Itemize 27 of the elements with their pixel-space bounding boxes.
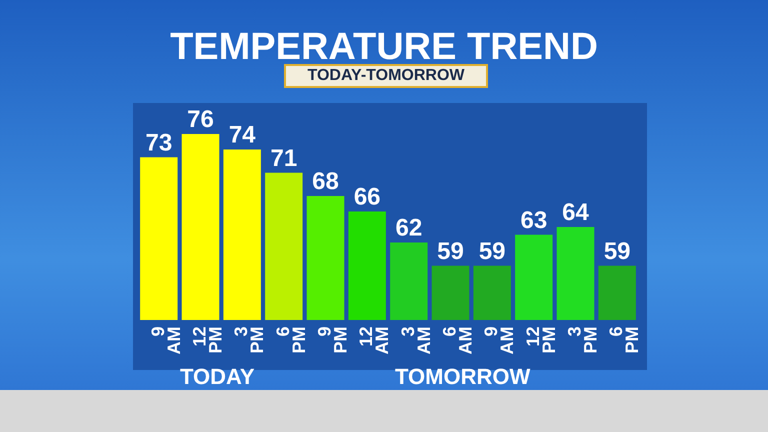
data-label: 59 xyxy=(478,238,506,265)
data-label: 73 xyxy=(145,129,172,156)
data-label: 76 xyxy=(187,106,214,133)
x-tick-label: 3 AM xyxy=(398,326,434,354)
x-tick-label: 3 PM xyxy=(564,326,600,354)
data-label: 74 xyxy=(228,122,256,148)
x-tick-label: 6 PM xyxy=(606,326,642,354)
x-tick-label: 9 AM xyxy=(481,326,518,354)
text: TOMORROW xyxy=(395,364,530,390)
data-label: 59 xyxy=(437,238,464,265)
x-tick-label: 12 PM xyxy=(190,326,226,354)
x-tick-label: 12 AM xyxy=(356,326,392,354)
x-tick-label: 9 AM xyxy=(148,326,184,354)
x-tick-label: 6 AM xyxy=(440,326,476,354)
x-tick-label: 12 PM xyxy=(522,326,559,354)
text: TODAY xyxy=(180,364,255,390)
data-label: 59 xyxy=(604,238,631,265)
data-label: 64 xyxy=(562,199,590,226)
x-tick-label: 9 PM xyxy=(314,326,350,354)
data-label: 63 xyxy=(520,206,548,234)
data-label: 71 xyxy=(270,144,298,172)
x-tick-label: 3 PM xyxy=(231,326,268,354)
data-label: 62 xyxy=(395,214,422,242)
data-label: 68 xyxy=(312,168,339,195)
data-label: 66 xyxy=(354,184,381,210)
chart-subtitle: TODAY-TOMORROW xyxy=(284,64,488,88)
x-tick-label: 6 PM xyxy=(272,326,309,354)
